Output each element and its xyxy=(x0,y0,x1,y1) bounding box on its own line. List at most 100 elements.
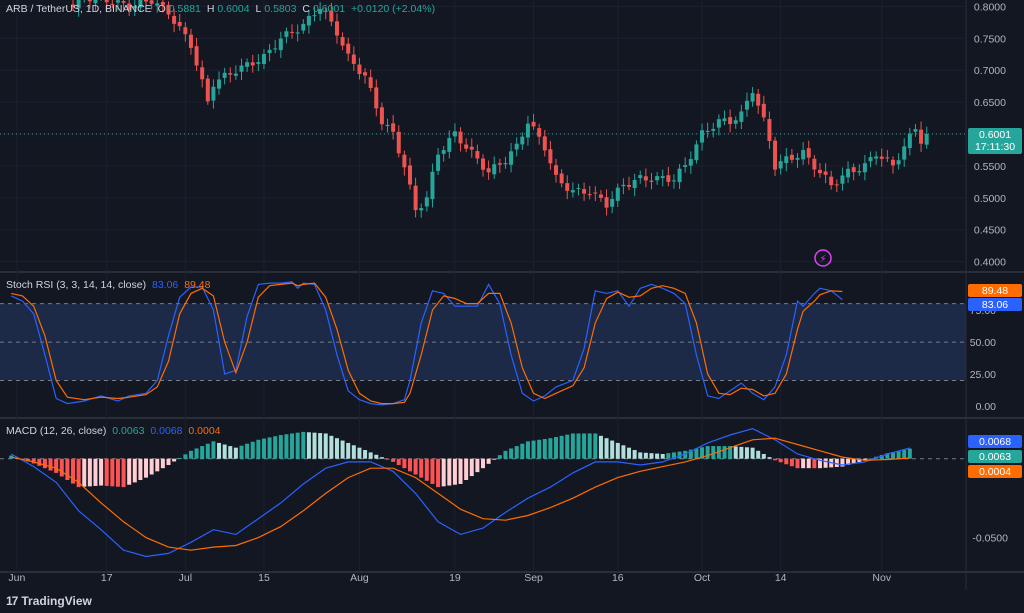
x-tick-label: 14 xyxy=(775,572,787,584)
price-tick-label: 0.4500 xyxy=(974,225,1006,237)
candle-body xyxy=(722,118,727,122)
low-value: 0.5803 xyxy=(264,3,297,15)
candle-body xyxy=(705,130,710,132)
macd-histogram-bar xyxy=(554,437,559,459)
stoch-tick-label: 0.00 xyxy=(976,401,997,413)
candle-body xyxy=(329,10,334,22)
macd-histogram-bar xyxy=(733,446,738,459)
macd-histogram-bar xyxy=(424,458,429,481)
brand-label: TradingView xyxy=(21,594,92,608)
candle-body xyxy=(172,15,177,24)
candle-body xyxy=(812,158,817,170)
candle-body xyxy=(514,143,519,150)
macd-histogram-bar xyxy=(464,458,469,481)
candle-body xyxy=(677,168,682,183)
candle-body xyxy=(621,184,626,187)
macd-histogram-bar xyxy=(144,458,149,478)
macd-histogram-bar xyxy=(778,458,783,463)
price-pane[interactable]: ⚡ xyxy=(71,0,929,267)
macd-histogram-bar xyxy=(683,450,688,459)
macd-line-value: 0.0068 xyxy=(150,425,183,437)
macd-histogram-bar xyxy=(447,458,452,486)
tradingview-logo[interactable]: 17 TradingView xyxy=(6,594,92,608)
high-value: 0.6004 xyxy=(217,3,250,15)
candle-body xyxy=(155,3,160,6)
macd-histogram-bar xyxy=(407,458,412,472)
candle-body xyxy=(149,0,154,4)
close-label: C xyxy=(302,3,310,15)
macd-histogram-bar xyxy=(121,458,126,488)
macd-histogram-bar xyxy=(666,453,671,459)
macd-macd-line xyxy=(10,428,910,558)
macd-histogram-bar xyxy=(761,453,766,459)
macd-histogram-bar xyxy=(492,458,497,460)
macd-histogram-bar xyxy=(851,458,856,464)
macd-histogram-bar xyxy=(458,458,463,484)
price-badge-text: 0.6001 xyxy=(979,129,1011,141)
macd-histogram-bar xyxy=(245,443,250,459)
flash-icon xyxy=(814,249,832,267)
macd-histogram-bar xyxy=(716,446,721,459)
macd-histogram-bar xyxy=(823,458,828,468)
stoch-label[interactable]: Stoch RSI (3, 3, 14, 14, close) xyxy=(6,279,147,291)
macd-histogram-bar xyxy=(323,433,328,459)
candle-body xyxy=(655,176,660,181)
candle-body xyxy=(907,133,912,149)
candle-body xyxy=(683,165,688,167)
candle-body xyxy=(520,136,525,145)
candle-body xyxy=(441,150,446,154)
macd-histogram-bar xyxy=(497,455,502,459)
macd-line-badge xyxy=(968,435,1022,448)
macd-histogram-bar xyxy=(452,458,457,485)
price-tick-label: 0.4000 xyxy=(974,257,1006,269)
candle-body xyxy=(205,78,210,102)
stoch-rsi-pane[interactable] xyxy=(0,281,966,406)
macd-pane[interactable] xyxy=(0,428,966,558)
candle-body xyxy=(177,21,182,27)
axes: Jun 17 Jul 15 Aug 19 Sep 16 Oct 14 Nov 0.8000 0.7500… xyxy=(8,1,1008,584)
macd-histogram-bar xyxy=(334,438,339,459)
x-tick-label: 19 xyxy=(449,572,461,584)
macd-histogram-bar xyxy=(441,458,446,487)
macd-histogram-bar xyxy=(104,458,109,486)
stoch-k-badge-text: 83.06 xyxy=(982,299,1008,311)
candle-body xyxy=(834,184,839,186)
candle-body xyxy=(458,131,463,144)
macd-histogram-bar xyxy=(576,433,581,459)
stoch-k-badge xyxy=(968,298,1022,311)
candle-body xyxy=(890,159,895,166)
candle-body xyxy=(138,0,143,8)
candle-body xyxy=(913,129,918,132)
macd-histogram-bar xyxy=(598,435,603,459)
macd-histogram-bar xyxy=(205,443,210,459)
candle-body xyxy=(127,3,132,10)
macd-histogram-bar xyxy=(773,458,778,461)
macd-signal-badge-text: 0.0004 xyxy=(979,466,1011,478)
stoch-d-badge-text: 89.48 xyxy=(982,285,1008,297)
x-tick-label: Jun xyxy=(8,572,25,584)
macd-signal-badge xyxy=(968,465,1022,478)
macd-histogram-bar xyxy=(239,445,244,459)
candle-body xyxy=(857,171,862,173)
macd-histogram-bar xyxy=(127,458,132,485)
macd-histogram-bar xyxy=(419,458,424,478)
macd-hist-badge-text: 0.0063 xyxy=(979,451,1011,463)
macd-histogram-bar xyxy=(149,458,154,475)
macd-histogram-bar xyxy=(655,453,660,459)
macd-histogram-bar xyxy=(671,452,676,459)
symbol-label[interactable]: ARB / TetherUS, 1D, BINANCE xyxy=(6,3,152,15)
candle-body xyxy=(357,64,362,74)
macd-label[interactable]: MACD (12, 26, close) xyxy=(6,425,107,437)
candle-body xyxy=(846,168,851,178)
macd-histogram-bar xyxy=(531,440,536,459)
candle-body xyxy=(194,46,199,66)
candle-body xyxy=(379,107,384,125)
macd-histogram-bar xyxy=(228,446,233,459)
candle-body xyxy=(245,62,250,67)
close-value: 0.6001 xyxy=(312,3,346,15)
macd-histogram-bar xyxy=(391,458,396,462)
grid xyxy=(0,0,1024,590)
macd-histogram-bar xyxy=(160,458,165,469)
macd-histogram-bar xyxy=(728,446,733,459)
